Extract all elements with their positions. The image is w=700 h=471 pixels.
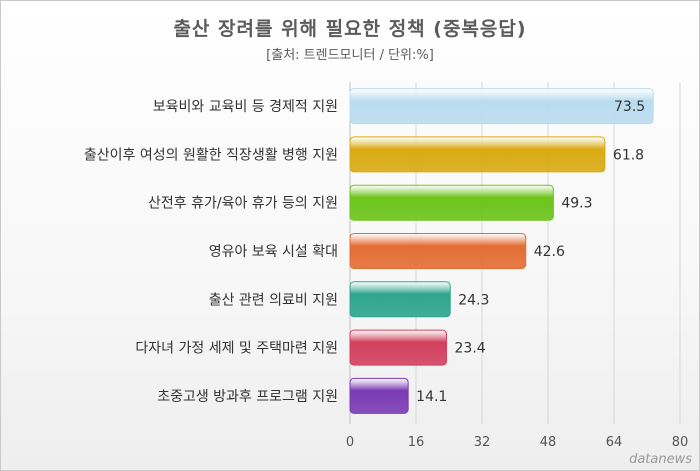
bar bbox=[349, 377, 409, 414]
value-label: 61.8 bbox=[613, 147, 644, 163]
chart-title: 출산 장려를 위해 필요한 정책 (중복응답) bbox=[173, 18, 527, 40]
chart-subtitle: [출처: 트렌드모니터 / 단위:%] bbox=[266, 48, 434, 63]
bar bbox=[349, 281, 451, 318]
category-label: 영유아 보육 시설 확대 bbox=[209, 244, 338, 260]
category-label: 산전후 휴가/육아 휴가 등의 지원 bbox=[148, 196, 338, 212]
x-tick-label: 64 bbox=[606, 435, 623, 450]
x-tick-label: 0 bbox=[346, 435, 354, 450]
category-label: 보육비와 교육비 등 경제적 지원 bbox=[153, 99, 338, 115]
category-label: 초중고생 방과후 프로그램 지원 bbox=[157, 389, 338, 405]
x-tick-labels: 0 16 32 48 64 80 bbox=[346, 435, 688, 450]
bar bbox=[349, 184, 554, 221]
value-label: 14.1 bbox=[416, 389, 447, 405]
value-labels: 73.5 61.8 49.3 42.6 24.3 23.4 14.1 bbox=[416, 99, 645, 405]
value-label: 23.4 bbox=[455, 341, 486, 357]
bar bbox=[349, 136, 606, 173]
category-label: 다자녀 가정 세제 및 주택마련 지원 bbox=[135, 341, 338, 357]
value-label: 73.5 bbox=[614, 99, 645, 115]
bar bbox=[349, 329, 448, 366]
value-label: 24.3 bbox=[458, 292, 489, 308]
x-tick-label: 32 bbox=[474, 435, 491, 450]
value-label: 49.3 bbox=[561, 196, 592, 212]
bar bbox=[349, 233, 527, 269]
x-tick-label: 16 bbox=[408, 435, 425, 450]
category-label: 출산이후 여성의 원활한 직장생활 병행 지원 bbox=[84, 147, 338, 163]
x-tick-label: 80 bbox=[672, 435, 689, 450]
x-tick-label: 48 bbox=[540, 435, 557, 450]
bars bbox=[349, 88, 654, 414]
bar bbox=[349, 88, 654, 125]
category-label: 출산 관련 의료비 지원 bbox=[209, 292, 338, 308]
watermark: datanews bbox=[629, 452, 692, 467]
value-label: 42.6 bbox=[534, 244, 565, 260]
